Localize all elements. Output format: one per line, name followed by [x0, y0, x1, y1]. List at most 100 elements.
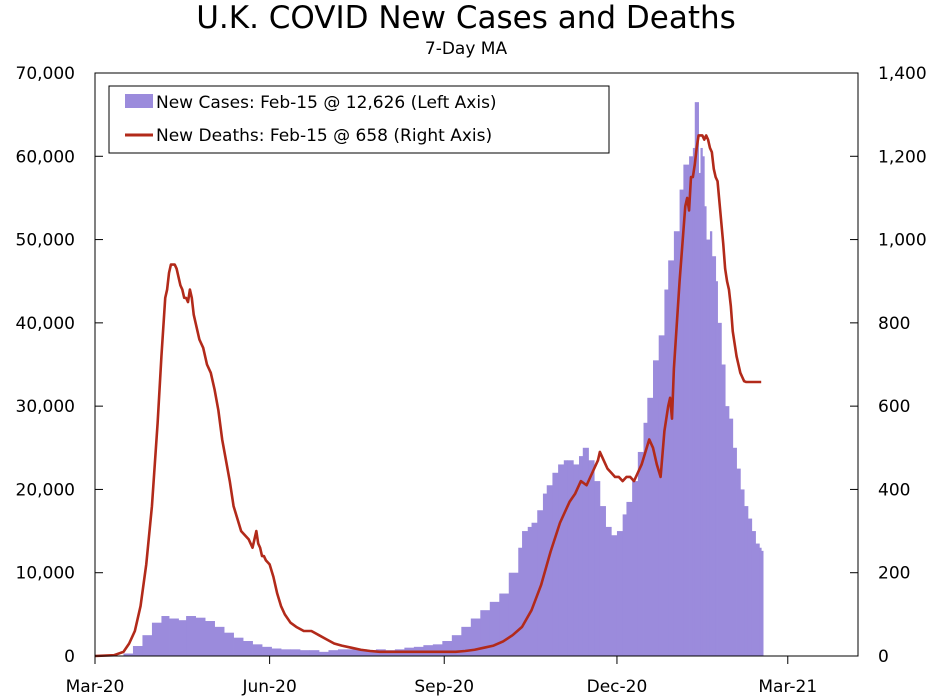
- x-tick-label: Sep-20: [414, 677, 474, 696]
- left-tick-label: 0: [64, 647, 75, 667]
- cases-bar: [702, 156, 705, 657]
- deaths-line-layer: [94, 134, 762, 658]
- cases-bar: [442, 641, 453, 656]
- cases-bar: [732, 447, 737, 656]
- left-axis: 0 10,000 20,000 30,000 40,000 50,000 60,000 70,…: [16, 64, 103, 667]
- cases-bar: [461, 626, 472, 656]
- right-tick-label: 600: [878, 397, 910, 417]
- cases-bar: [527, 526, 532, 656]
- cases-bar: [626, 501, 633, 656]
- cases-bar: [755, 543, 760, 656]
- cases-bar: [518, 547, 523, 656]
- cases-bar: [151, 622, 162, 656]
- cases-bar: [356, 649, 367, 656]
- cases-bar: [470, 618, 481, 656]
- left-tick-label: 60,000: [16, 147, 75, 167]
- cases-bar: [243, 641, 253, 656]
- cases-bar: [594, 481, 601, 656]
- cases-bar: [711, 256, 717, 656]
- chart-subtitle: 7-Day MA: [425, 39, 508, 59]
- cases-bar: [632, 481, 639, 656]
- cases-bar: [161, 616, 170, 656]
- cases-bar: [616, 531, 624, 656]
- x-tick-label: Jun-20: [241, 677, 296, 696]
- cases-bar: [637, 451, 644, 656]
- cases-bar: [366, 650, 377, 656]
- cases-bar: [700, 147, 703, 656]
- right-axis: 0 200 400 600 800 1,000 1,200 1,400: [850, 64, 927, 667]
- cases-bar: [715, 281, 718, 656]
- cases-bar: [694, 102, 699, 656]
- deaths-line: [94, 134, 762, 658]
- cases-bar: [531, 522, 538, 656]
- left-tick-label: 30,000: [16, 397, 75, 417]
- legend-swatch-cases: [125, 94, 153, 108]
- cases-bar: [728, 418, 734, 656]
- right-tick-label: 1,200: [878, 147, 927, 167]
- plot-area-frame: [94, 72, 859, 657]
- cases-bar: [747, 518, 753, 656]
- cases-bar: [558, 464, 565, 656]
- cases-bar: [599, 506, 606, 656]
- cases-bar: [552, 472, 559, 656]
- cases-bar: [271, 648, 282, 656]
- cases-bar: [653, 360, 660, 656]
- x-tick-label: Mar-21: [758, 677, 817, 696]
- cases-bar: [132, 646, 143, 656]
- cases-bar: [186, 616, 196, 656]
- cases-bar: [451, 635, 462, 656]
- right-tick-label: 800: [878, 314, 910, 334]
- cases-bar: [262, 646, 272, 656]
- cases-bar: [751, 531, 756, 656]
- cases-bar: [489, 601, 500, 656]
- cases-bar: [337, 649, 348, 656]
- cases-bar: [328, 650, 339, 656]
- cases-bar: [233, 637, 244, 656]
- cases-bar: [736, 468, 741, 656]
- cases-bar: [309, 650, 320, 656]
- cases-bar: [611, 535, 618, 656]
- cases-bar: [169, 618, 179, 656]
- cases-bar: [744, 506, 749, 656]
- cases-bar: [740, 489, 745, 656]
- left-tick-label: 50,000: [16, 231, 75, 251]
- cases-bar: [721, 364, 726, 656]
- cases-bar: [761, 550, 764, 656]
- chart-title: U.K. COVID New Cases and Deaths: [196, 0, 736, 36]
- right-tick-label: 1,400: [878, 64, 927, 84]
- legend-box: [108, 85, 610, 154]
- cases-bar: [679, 189, 684, 656]
- cases-bar: [573, 464, 580, 656]
- cases-bar: [706, 239, 711, 656]
- cases-bar: [123, 653, 134, 656]
- cases-bar: [214, 626, 225, 656]
- cases-bar: [673, 231, 680, 657]
- right-tick-label: 200: [878, 564, 910, 584]
- cases-bar: [664, 289, 669, 656]
- cases-bar: [689, 156, 694, 657]
- cases-bar: [318, 651, 329, 656]
- cases-bar: [668, 260, 675, 656]
- cases-bar: [704, 206, 707, 656]
- x-tick-label: Mar-20: [66, 677, 125, 696]
- cases-bar: [252, 644, 263, 656]
- cases-bar: [622, 514, 627, 656]
- cases-bar: [299, 650, 310, 656]
- cases-bar: [725, 406, 730, 656]
- cases-bar: [178, 620, 187, 656]
- cases-bar: [709, 231, 713, 657]
- cases-bar: [546, 485, 553, 656]
- cases-bar: [499, 593, 510, 656]
- cases-bar: [480, 610, 491, 656]
- cases-bar: [605, 526, 612, 656]
- cases-bar: [643, 422, 648, 656]
- cases-bar: [658, 335, 665, 656]
- cases-bar: [142, 635, 153, 656]
- cases-bar: [224, 632, 234, 656]
- cases-bar: [692, 147, 696, 656]
- cases-bar: [432, 644, 443, 656]
- cases-bar: [582, 447, 589, 656]
- legend-label-cases: New Cases: Feb-15 @ 12,626 (Left Axis): [156, 93, 497, 113]
- left-tick-label: 10,000: [16, 564, 75, 584]
- cases-bars: [123, 102, 764, 657]
